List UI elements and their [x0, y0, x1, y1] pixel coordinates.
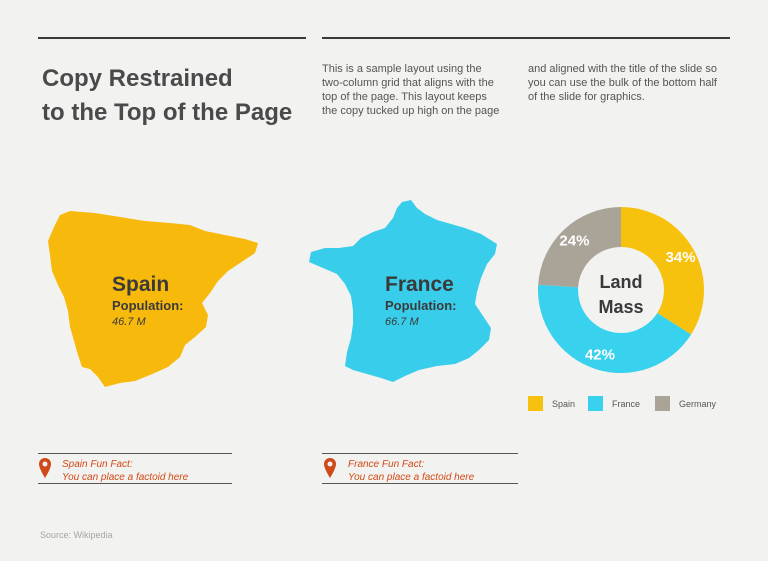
france-fact-text: You can place a factoid here	[348, 472, 475, 483]
spain-fact-title: Spain Fun Fact:	[62, 459, 133, 470]
spain-fact-rule-bottom	[38, 483, 232, 484]
france-population-value: 66.7 M	[385, 316, 419, 328]
land-mass-donut-chart: 34% 42% 24% Land Mass	[538, 207, 704, 373]
intro-text-column-2: and aligned with the title of the slide …	[528, 63, 717, 103]
donut-label-germany: 24%	[559, 232, 589, 249]
donut-label-france: 42%	[585, 347, 615, 364]
legend-swatch-spain	[528, 396, 543, 411]
spain-fact-rule-top	[38, 453, 232, 454]
donut-slice-germany	[538, 207, 621, 288]
legend-swatch-germany	[655, 396, 670, 411]
intro-text-column-1: This is a sample layout using the two-co…	[322, 63, 500, 117]
page-title: Copy Restrained to the Top of the Page	[42, 62, 312, 130]
source-note: Source: Wikipedia	[40, 530, 113, 540]
legend-swatch-france	[588, 396, 603, 411]
france-fact-title: France Fun Fact:	[348, 459, 425, 470]
france-population-label: Population:	[385, 298, 457, 313]
spain-fact-text: You can place a factoid here	[62, 472, 189, 483]
spain-map	[40, 205, 265, 395]
france-fact-rule-bottom	[322, 483, 518, 484]
france-shape	[309, 200, 497, 382]
france-name: France	[385, 273, 454, 296]
legend-label-spain: Spain	[552, 399, 576, 409]
france-fun-fact: France Fun Fact: You can place a factoid…	[348, 458, 474, 484]
map-pin-icon	[39, 458, 51, 478]
donut-label-spain: 34%	[666, 249, 696, 266]
top-rule-left	[38, 37, 306, 39]
france-fact-rule-top	[322, 453, 518, 454]
spain-name: Spain	[112, 273, 170, 296]
france-map	[305, 198, 505, 393]
top-rule-right	[322, 37, 730, 39]
title-line-2: to the Top of the Page	[42, 99, 293, 126]
spain-population-label: Population:	[112, 298, 184, 313]
map-pin-icon	[324, 458, 336, 478]
donut-slice-france	[538, 284, 692, 373]
donut-slice-spain	[621, 207, 704, 335]
title-line-1: Copy Restrained	[42, 65, 233, 92]
spain-fun-fact: Spain Fun Fact: You can place a factoid …	[62, 458, 188, 484]
chart-legend: Spain France Germany	[528, 396, 728, 416]
donut-center-label-line-2: Mass	[598, 297, 643, 317]
legend-label-germany: Germany	[679, 399, 717, 409]
spain-population-value: 46.7 M	[112, 316, 146, 328]
donut-center-label-line-1: Land	[600, 272, 643, 292]
spain-shape	[48, 211, 258, 387]
legend-label-france: France	[612, 399, 641, 409]
